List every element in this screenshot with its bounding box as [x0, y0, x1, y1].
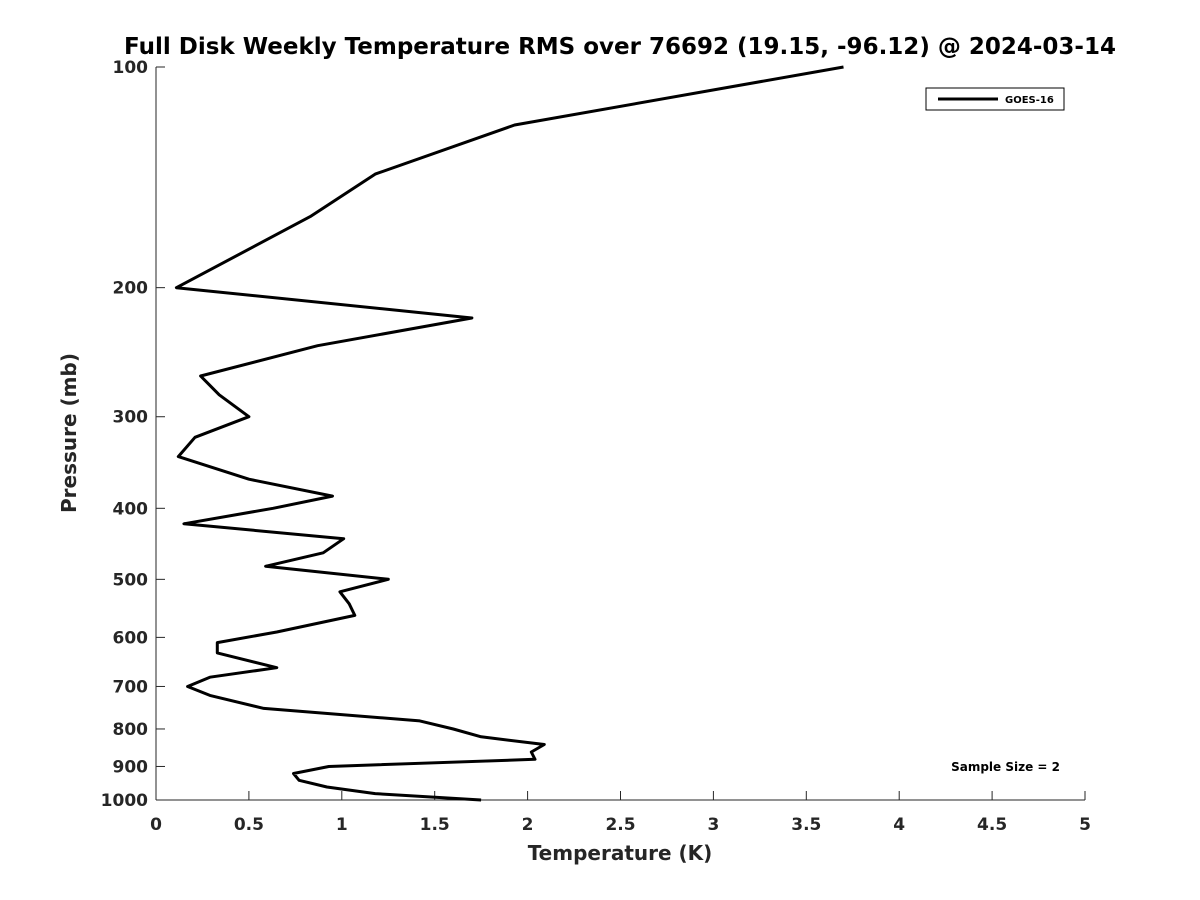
- x-tick-label: 5: [1079, 815, 1091, 835]
- x-tick-label: 2.5: [605, 815, 635, 835]
- legend: GOES-16: [925, 87, 1065, 111]
- legend-label-goes16: GOES-16: [1005, 95, 1054, 106]
- chart-title: Full Disk Weekly Temperature RMS over 76…: [124, 34, 1116, 60]
- y-tick-label: 400: [113, 499, 149, 519]
- y-tick-label: 1000: [101, 791, 148, 811]
- y-tick-label: 600: [113, 628, 149, 648]
- x-tick-label: 1.5: [420, 815, 450, 835]
- x-tick-label: 3: [707, 815, 719, 835]
- series-line-goes16: [174, 65, 844, 802]
- y-tick-label: 900: [113, 757, 149, 777]
- y-tick-label: 500: [113, 570, 149, 590]
- y-axis-label: Pressure (mb): [57, 353, 81, 513]
- plot-area: 0 0.5 1 1.5 2 2.5 3 3.5 4 4.5 5 100 200 300 400 500 600 7…: [101, 58, 1091, 835]
- x-tick-label: 1: [336, 815, 348, 835]
- x-axis-label: Temperature (K): [528, 841, 713, 865]
- x-tick-label: 0: [150, 815, 162, 835]
- y-tick-label: 100: [113, 58, 149, 78]
- x-tick-label: 4: [893, 815, 905, 835]
- y-tick-label: 300: [113, 408, 149, 428]
- sample-size-annotation: Sample Size = 2: [951, 760, 1060, 774]
- x-tick-label: 3.5: [791, 815, 821, 835]
- y-tick-label: 800: [113, 720, 149, 740]
- y-tick-label: 200: [113, 279, 149, 299]
- y-tick-label: 700: [113, 677, 149, 697]
- x-tick-label: 2: [522, 815, 534, 835]
- x-tick-label: 4.5: [977, 815, 1007, 835]
- x-tick-label: 0.5: [234, 815, 264, 835]
